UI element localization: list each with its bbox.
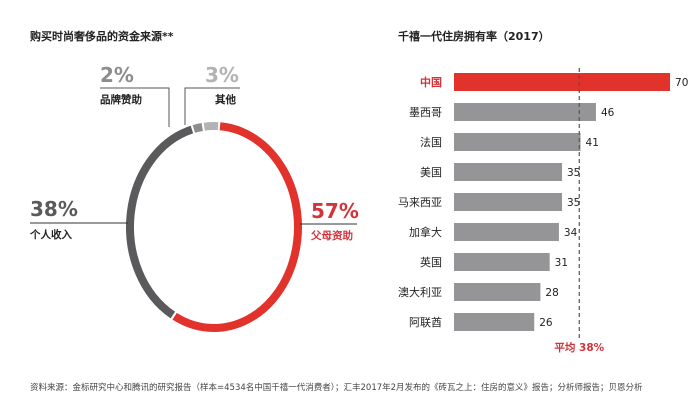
average-label: 平均 38% — [554, 341, 604, 354]
bar-category-label: 加拿大 — [409, 225, 442, 239]
bar-0 — [454, 73, 671, 91]
bar-7 — [454, 283, 541, 301]
slice-label-income: 个人收入 — [30, 229, 72, 241]
bar-category-label: 法国 — [420, 135, 442, 149]
bar-value-label: 70 — [675, 77, 688, 89]
slice-pct-parents: 57% — [311, 199, 359, 223]
bar-value-label: 41 — [586, 137, 599, 149]
slice-pct-other: 3% — [205, 63, 239, 87]
leader-line-other — [184, 87, 240, 125]
bar-5 — [454, 223, 559, 241]
donut-slice-3 — [203, 122, 219, 131]
donut-chart-title: 购买时尚奢侈品的资金来源** — [30, 30, 174, 43]
bar-value-label: 35 — [567, 167, 580, 179]
bar-category-label: 美国 — [420, 166, 442, 179]
bar-category-label: 马来西亚 — [398, 196, 442, 209]
bar-value-label: 46 — [601, 107, 615, 119]
bar-category-label: 澳大利亚 — [398, 285, 442, 299]
slice-label-parents: 父母资助 — [311, 230, 353, 242]
bar-6 — [454, 253, 550, 271]
bar-2 — [454, 133, 581, 151]
slice-pct-brand: 2% — [100, 63, 134, 87]
slice-pct-income: 38% — [30, 197, 78, 221]
donut-slice-1 — [126, 125, 194, 319]
bar-value-label: 26 — [539, 317, 553, 329]
bar-8 — [454, 313, 535, 331]
bar-value-label: 34 — [564, 227, 578, 239]
bar-chart-title: 千禧一代住房拥有率（2017） — [398, 30, 550, 43]
donut-slice-0 — [172, 122, 302, 332]
bar-4 — [454, 193, 563, 211]
bar-category-label: 墨西哥 — [409, 106, 442, 119]
donut-slice-2 — [192, 123, 203, 133]
bar-category-label: 中国 — [420, 75, 442, 89]
source-note: 资料来源：金标研究中心和腾讯的研究报告（样本=4534名中国千禧一代消费者）；汇… — [30, 383, 643, 393]
bar-value-label: 35 — [567, 197, 580, 209]
bar-value-label: 31 — [555, 257, 568, 269]
bar-value-label: 28 — [545, 287, 558, 299]
slice-label-brand: 品牌赞助 — [100, 94, 142, 106]
bar-1 — [454, 103, 596, 121]
bar-category-label: 英国 — [420, 255, 442, 269]
bar-3 — [454, 163, 563, 181]
bar-category-label: 阿联酋 — [409, 315, 442, 329]
slice-label-other: 其他 — [215, 94, 236, 106]
leader-line-brand — [100, 87, 170, 127]
